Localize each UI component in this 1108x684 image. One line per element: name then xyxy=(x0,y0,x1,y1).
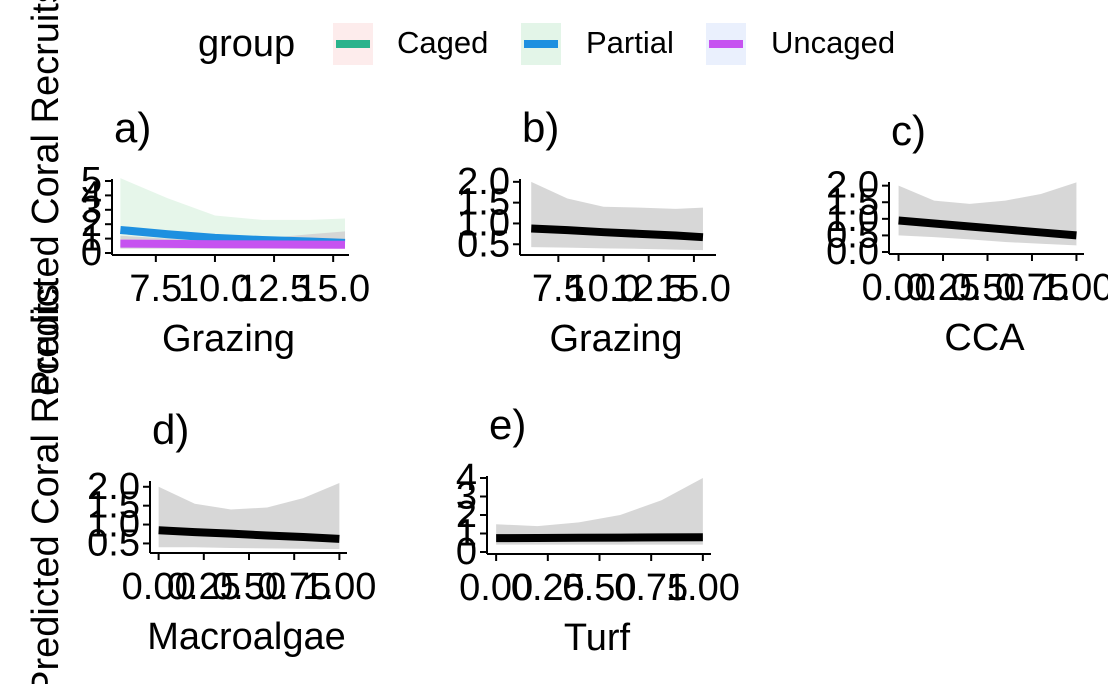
y-tick-label: 2.0 xyxy=(826,165,879,207)
trend-line xyxy=(496,533,703,543)
confidence-band xyxy=(531,181,703,251)
x-axis-title: Macroalgae xyxy=(147,616,346,658)
x-tick-label: 12.5 xyxy=(237,268,311,310)
legend-label: Partial xyxy=(586,25,674,60)
y-tick-label: 0.5 xyxy=(826,214,879,256)
x-tick-label: 0.00 xyxy=(459,567,533,609)
x-tick-label: 1.00 xyxy=(666,567,740,609)
y-tick-label: 1.5 xyxy=(826,181,879,223)
y-tick-label: 1.5 xyxy=(87,485,140,527)
x-tick-label: 0.25 xyxy=(906,267,980,309)
panel-title: e) xyxy=(489,401,526,448)
y-tick-label: 0.5 xyxy=(457,223,510,265)
y-tick-label: 1.0 xyxy=(826,198,879,240)
x-tick-label: 0.25 xyxy=(511,567,585,609)
y-tick-label: 0.5 xyxy=(87,522,140,564)
x-tick-label: 0.75 xyxy=(257,566,331,608)
x-axis-title: Grazing xyxy=(549,318,682,360)
panel-title: c) xyxy=(891,107,926,154)
x-tick-label: 0.50 xyxy=(951,267,1025,309)
legend-label: Caged xyxy=(397,25,488,60)
x-tick-label: 0.00 xyxy=(122,566,196,608)
legend-label: Uncaged xyxy=(771,25,895,60)
x-tick-label: 1.00 xyxy=(1039,267,1108,309)
y-tick-label: 4 xyxy=(456,457,477,499)
panel-title: d) xyxy=(152,406,189,453)
y-tick-label: 2.0 xyxy=(87,466,140,508)
x-tick-label: 0.50 xyxy=(563,567,637,609)
y-tick-label: 1.0 xyxy=(457,202,510,244)
y-tick-label: 0 xyxy=(81,232,102,274)
x-tick-label: 0.75 xyxy=(614,567,688,609)
y-tick-label: 0.0 xyxy=(826,231,879,273)
legend-title: group xyxy=(198,23,295,65)
trend-line xyxy=(531,224,704,242)
trend-line xyxy=(158,526,340,543)
y-tick-label: 1.5 xyxy=(457,182,510,224)
panel-title: b) xyxy=(522,104,559,151)
y-tick-label: 0 xyxy=(456,531,477,573)
x-axis-title: CCA xyxy=(944,317,1025,359)
trend-line xyxy=(120,239,346,249)
y-tick-label: 1 xyxy=(81,218,102,260)
y-tick-label: 2 xyxy=(81,203,102,245)
confidence-band xyxy=(120,178,345,248)
y-tick-label: 3 xyxy=(81,189,102,231)
y-tick-label: 4 xyxy=(81,174,102,216)
x-tick-label: 10.0 xyxy=(567,268,641,310)
y-tick-label: 2.0 xyxy=(457,161,510,203)
y-tick-label: 2 xyxy=(456,494,477,536)
x-tick-label: 15.0 xyxy=(296,268,370,310)
y-tick-label: 1 xyxy=(456,513,477,555)
x-tick-label: 12.5 xyxy=(612,268,686,310)
x-tick-label: 0.25 xyxy=(167,566,241,608)
panel-title: a) xyxy=(114,104,151,151)
y-axis-title: Predicted Coral Recruits xyxy=(25,0,67,396)
x-tick-label: 7.5 xyxy=(532,268,585,310)
x-tick-label: 15.0 xyxy=(657,268,731,310)
x-tick-label: 0.75 xyxy=(995,267,1069,309)
y-tick-label: 1.0 xyxy=(87,504,140,546)
y-tick-label: 5 xyxy=(81,160,102,202)
y-tick-label: 3 xyxy=(456,476,477,518)
trend-line xyxy=(898,216,1077,240)
confidence-band xyxy=(496,478,703,545)
x-tick-label: 0.50 xyxy=(212,566,286,608)
x-tick-label: 0.00 xyxy=(862,267,936,309)
y-axis-title: Predicted Coral Recruits xyxy=(25,284,67,684)
x-axis-title: Grazing xyxy=(162,318,295,360)
x-axis-title: Turf xyxy=(564,617,631,659)
x-tick-label: 1.00 xyxy=(302,566,376,608)
x-tick-label: 7.5 xyxy=(129,268,182,310)
x-tick-label: 10.0 xyxy=(178,268,252,310)
